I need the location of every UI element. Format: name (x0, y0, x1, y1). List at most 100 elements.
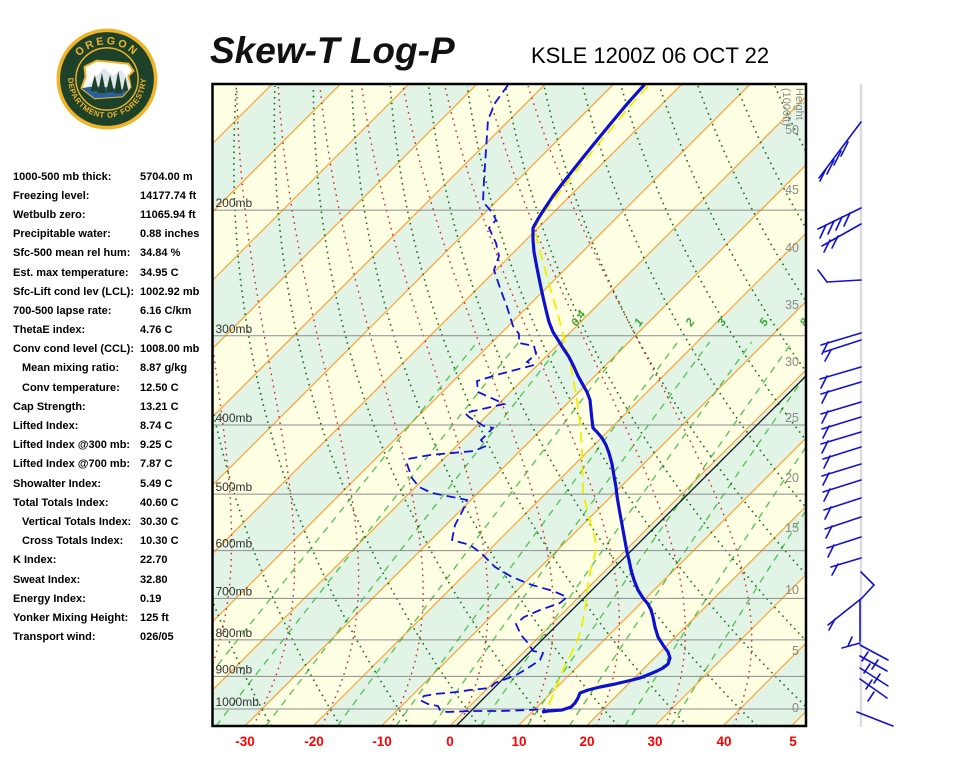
index-row: 1000-500 mb thick: 5704.00 m (13, 167, 213, 186)
dry-adiabat-line (389, 85, 688, 726)
wind-barb-segment (841, 642, 861, 649)
wind-barb-segment (823, 239, 831, 253)
index-row: 700-500 lapse rate: 6.16 C/km (13, 301, 213, 320)
index-value: 0.88 inches (140, 228, 200, 241)
wind-barb-segment (824, 516, 862, 530)
wind-barb-segment (871, 659, 879, 670)
index-value: 14177.74 ft (140, 189, 197, 202)
wind-barb-segment (821, 410, 829, 424)
temperature-axis-label: 40 (716, 734, 731, 749)
index-row: Sfc-500 mean rel hum: 34.84 % (13, 244, 213, 263)
index-label: Wetbulb zero: (13, 208, 86, 221)
isotherm-line (212, 84, 478, 350)
index-value: 5.49 C (140, 477, 173, 490)
wind-barb-segment (873, 673, 881, 684)
index-label: Mean mixing ratio: (22, 362, 120, 375)
wind-barb-segment (861, 651, 869, 662)
wind-barb-segment (819, 224, 827, 239)
mixing-ratio-line (212, 341, 478, 673)
pressure-label: 400mb (216, 411, 253, 425)
isotherm-line (212, 84, 342, 213)
temperature-axis-label: -20 (304, 734, 324, 749)
index-row: Lifted Index @300 mb: 9.25 C (13, 436, 213, 455)
index-label: Yonker Mixing Height: (13, 611, 129, 624)
chart-plot-area: 200mb 300mb 400mb 500mb 600mb 700mb 800mb 900mb… (212, 82, 960, 726)
moist-adiabat-line (277, 85, 360, 726)
station-datetime-label: KSLE 1200Z 06 OCT 22 (531, 43, 770, 68)
isotherm-line (212, 95, 806, 691)
isotherm-line (212, 84, 410, 282)
pressure-label: 900mb (216, 662, 253, 676)
wind-barb-segment (821, 390, 829, 404)
mixing-ratio-line (215, 341, 520, 726)
index-value: 30.30 C (140, 515, 179, 528)
index-label: ThetaE index: (13, 324, 86, 337)
index-label: Cap Strength: (13, 400, 86, 413)
index-row: Lifted Index @700 mb: 7.87 C (13, 455, 213, 474)
mixing-ratio-line (336, 341, 627, 726)
temperature-trace (531, 84, 672, 714)
wind-barb-segment (828, 618, 836, 631)
index-value: 10.30 C (140, 535, 179, 548)
index-value: 4.76 C (140, 324, 173, 337)
index-label: 700-500 lapse rate: (13, 304, 112, 317)
index-value: 1002.92 mb (140, 285, 200, 298)
reference-line (455, 375, 806, 726)
isotherm-line (791, 710, 806, 726)
dry-adiabat-line (697, 85, 806, 303)
temperature-axis-label: -10 (372, 734, 392, 749)
index-row: Lifted Index: 8.74 C (13, 416, 213, 435)
wind-barb-segment (817, 207, 862, 230)
height-tick-label: 45 (785, 183, 799, 197)
index-label: Lifted Index: (13, 420, 79, 433)
isotherm-line (212, 84, 752, 623)
index-row: Est. max temperature: 34.95 C (13, 263, 213, 282)
wind-barb-segment (822, 472, 830, 486)
index-value: 40.60 C (140, 496, 179, 509)
index-row: Showalter Index: 5.49 C (13, 474, 213, 493)
index-row: Precipitable water: 0.88 inches (13, 225, 213, 244)
dry-adiabat-line (658, 85, 806, 373)
isotherm-line (212, 84, 683, 555)
index-row: Total Totals Index: 40.60 C (13, 493, 213, 512)
index-row: Transport wind: 026/05 (13, 628, 213, 647)
page-title: Skew-T Log-P (210, 30, 455, 71)
temperature-axis-label: 20 (579, 734, 594, 749)
pressure-label: 800mb (216, 626, 253, 640)
wind-barb-segment (820, 375, 828, 389)
wind-barb-segment (826, 279, 862, 283)
index-value: 5704.00 m (140, 170, 193, 183)
height-tick-label: 30 (785, 355, 799, 369)
mixing-ratio-label: 8 (798, 316, 812, 329)
wind-barb-segment (859, 678, 888, 699)
index-row: Freezing level: 14177.74 ft (13, 186, 213, 205)
isotherm-band (928, 82, 960, 726)
isotherm-line (449, 368, 806, 726)
wind-barb-segment (825, 525, 833, 539)
isotherm-band (791, 711, 806, 726)
pressure-label: 700mb (216, 584, 253, 598)
dry-adiabat-line (620, 85, 806, 442)
wind-barb-segment (847, 636, 853, 647)
chart-border (211, 82, 808, 728)
index-label: 1000-500 mb thick: (13, 170, 112, 183)
wind-barb-segment (861, 584, 875, 599)
isotherm-band (212, 96, 806, 726)
moist-adiabat-line (212, 339, 233, 667)
temperature-axis-label: 5 (789, 734, 797, 749)
isotherm-line (381, 300, 806, 726)
index-value: 6.16 C/km (140, 304, 192, 317)
height-tick-label: 40 (785, 241, 799, 255)
moist-adiabat-line (485, 85, 687, 726)
wind-barb-segment (859, 644, 889, 661)
index-label: Showalter Index: (13, 477, 102, 490)
isotherm-line (212, 84, 615, 487)
dry-adiabat-line (581, 85, 806, 509)
wind-barb-segment (822, 425, 830, 439)
mixing-ratio-line (670, 509, 806, 726)
index-label: Freezing level: (13, 189, 90, 202)
wind-barb-segment (843, 212, 851, 227)
index-row: Vertical Totals Index: 30.30 C (13, 512, 213, 531)
odf-logo: OREGON DEPARTMENT OF FORESTRY (56, 28, 158, 130)
wind-barb-segment (817, 269, 828, 283)
